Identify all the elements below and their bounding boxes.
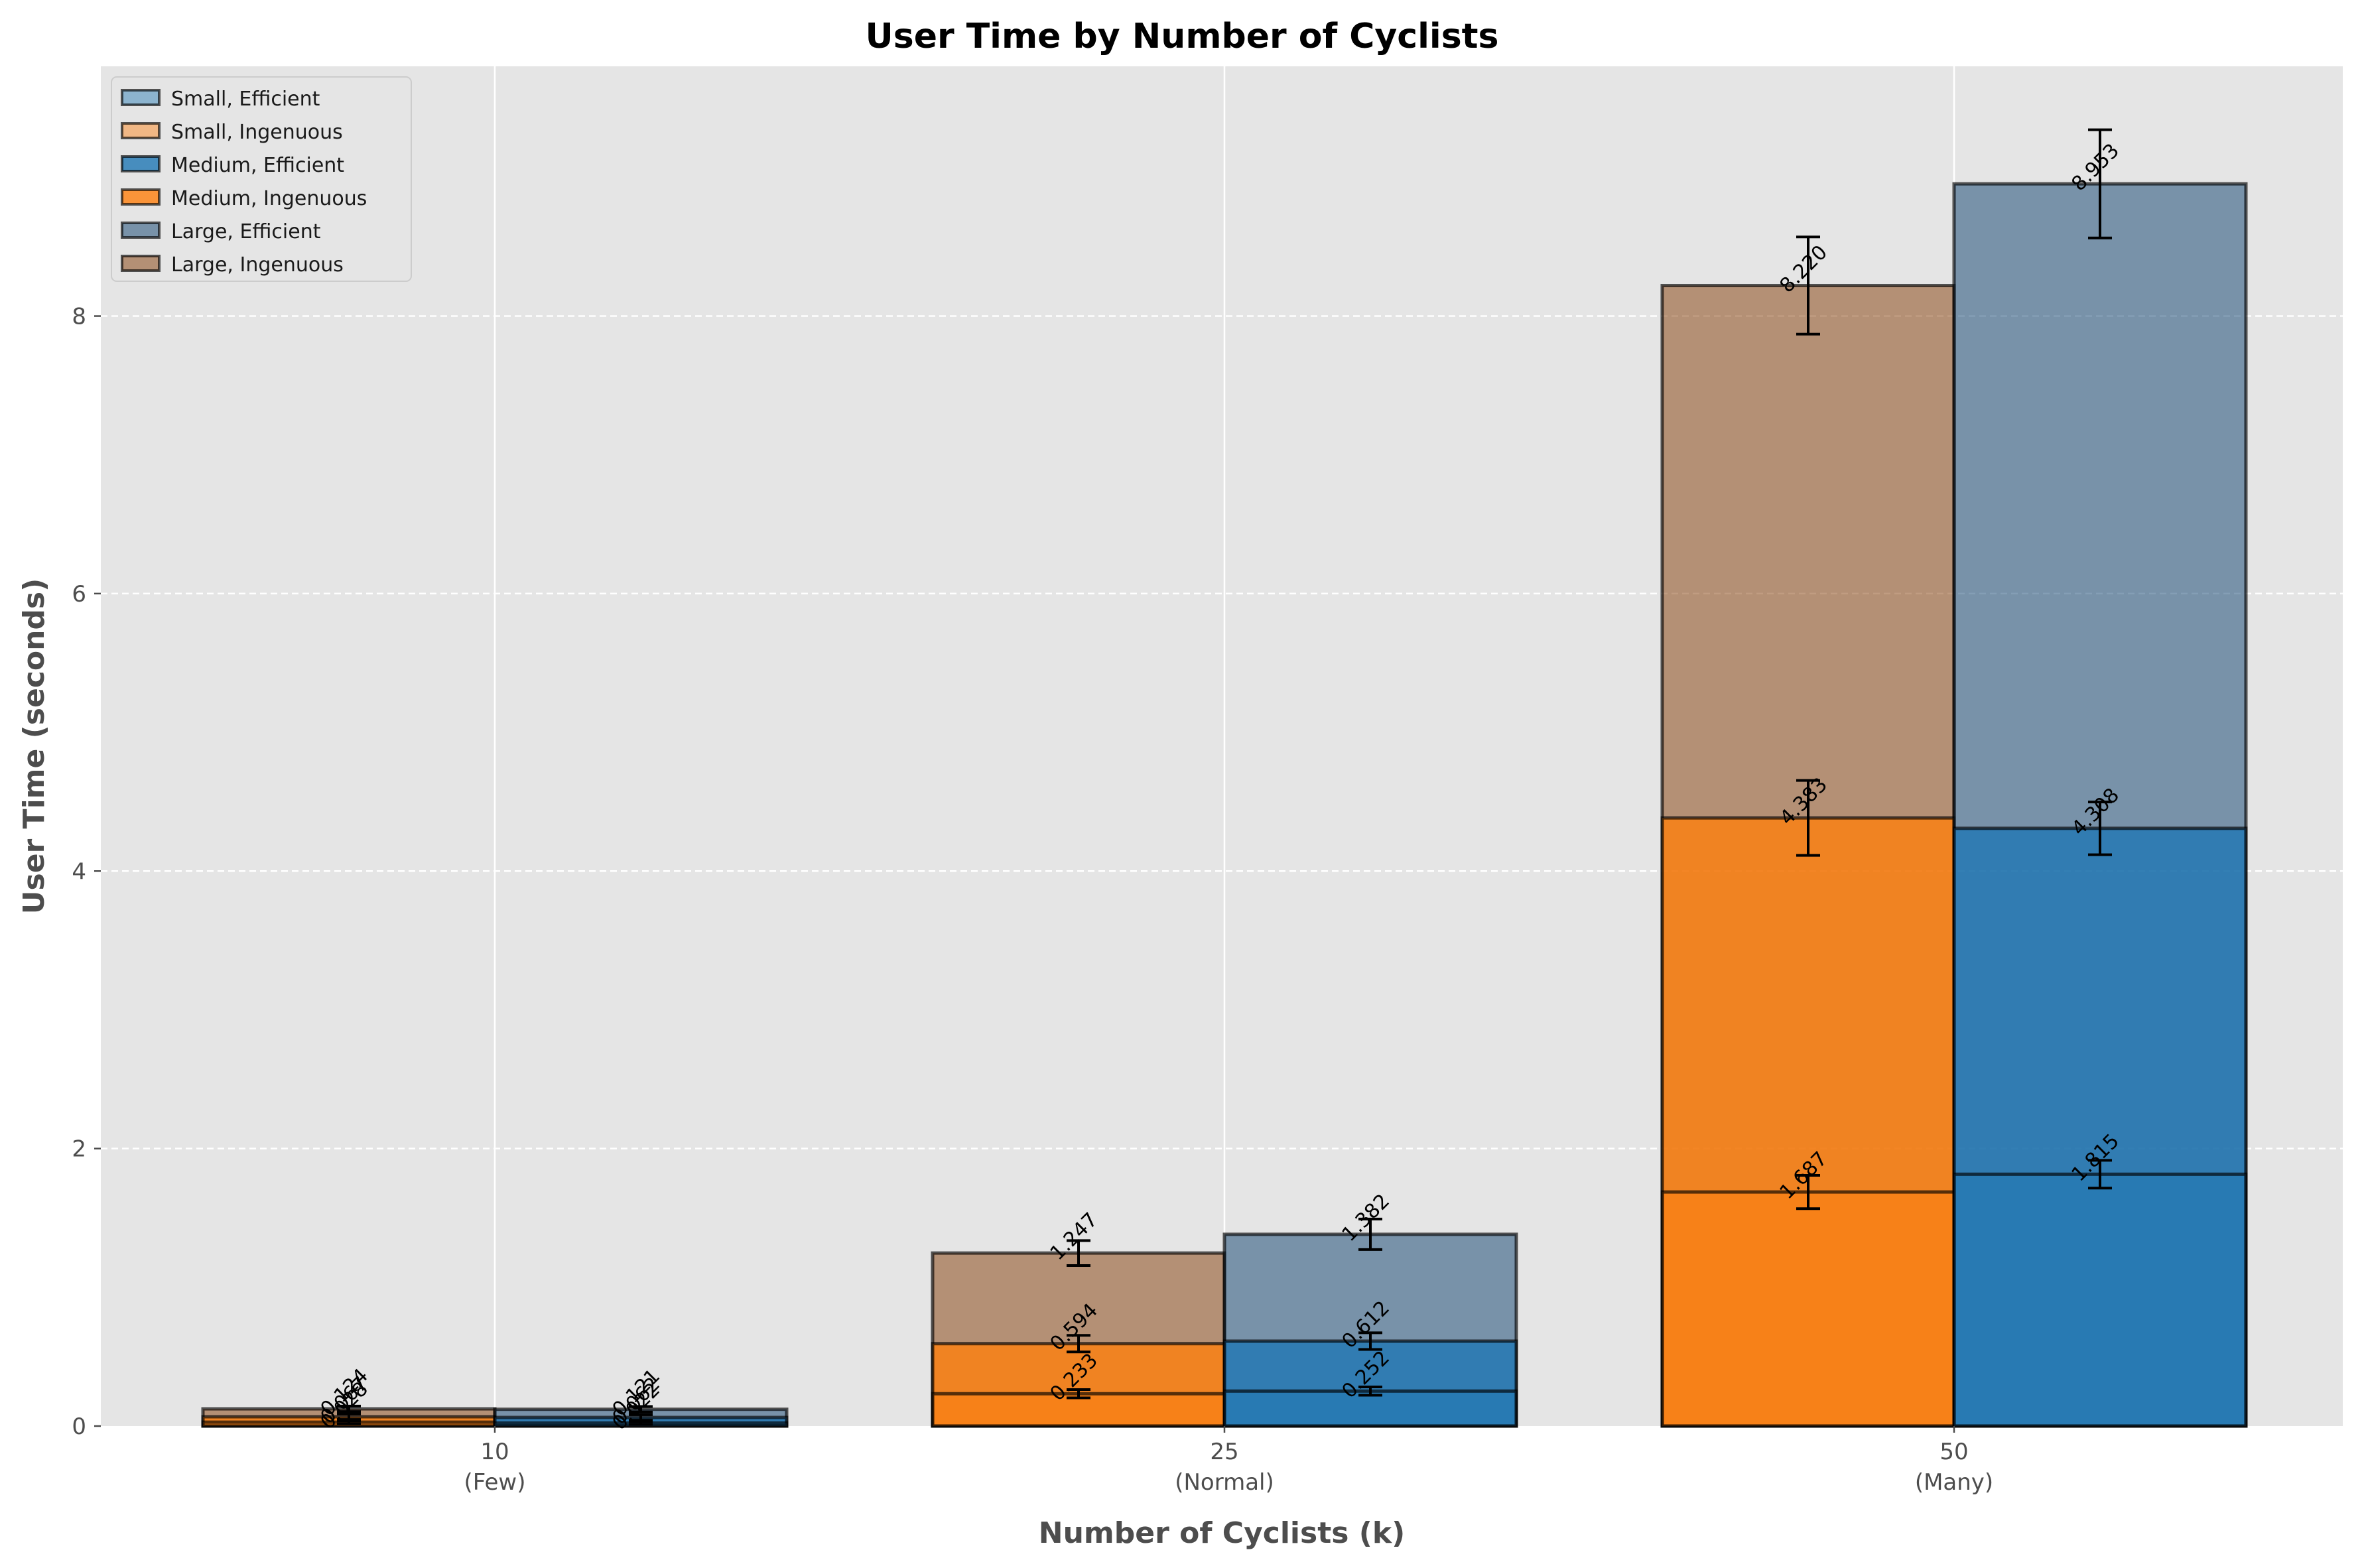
legend-label: Medium, Ingenuous: [171, 187, 367, 210]
legend-label: Large, Ingenuous: [171, 253, 344, 277]
legend-swatch: [121, 188, 161, 206]
x-tick-sublabel: (Normal): [1175, 1469, 1274, 1496]
legend-swatch: [121, 255, 161, 272]
legend-swatch: [121, 122, 161, 139]
x-tick-sublabel: (Few): [464, 1469, 526, 1496]
legend: Small, Efficient Small, Ingenuous Medium, …: [111, 76, 412, 282]
x-tick-label: 25: [1210, 1439, 1238, 1465]
legend-label: Small, Efficient: [171, 88, 320, 111]
chart-title: User Time by Number of Cyclists: [866, 17, 1499, 56]
bar: [1952, 1172, 2248, 1428]
y-tick-label: 6: [72, 581, 86, 608]
y-axis-title: User Time (seconds): [17, 578, 51, 914]
legend-swatch: [121, 222, 161, 239]
x-axis-title: Number of Cyclists (k): [1039, 1516, 1405, 1550]
bar: [1222, 1339, 1518, 1428]
bar: [1660, 1190, 1956, 1428]
legend-frame: [111, 76, 412, 282]
x-tick-sublabel: (Many): [1915, 1469, 1993, 1496]
bar: [1660, 816, 1956, 1428]
y-tick-label: 8: [72, 304, 86, 330]
axes: 0 2 4 6 8 10 (Few) 25 (Normal) 50 (Many): [72, 304, 1993, 1496]
legend-label: Large, Efficient: [171, 220, 321, 243]
y-tick-label: 0: [72, 1413, 86, 1440]
x-tick-label: 50: [1939, 1439, 1968, 1465]
y-tick-label: 4: [72, 858, 86, 885]
y-tick-label: 2: [72, 1136, 86, 1163]
error-bars: [337, 128, 2112, 1426]
legend-label: Small, Ingenuous: [171, 121, 343, 144]
bar: [1952, 826, 2248, 1428]
legend-swatch: [121, 155, 161, 172]
legend-swatch: [121, 89, 161, 106]
x-tick-label: 10: [480, 1439, 509, 1465]
legend-label: Medium, Efficient: [171, 154, 344, 177]
